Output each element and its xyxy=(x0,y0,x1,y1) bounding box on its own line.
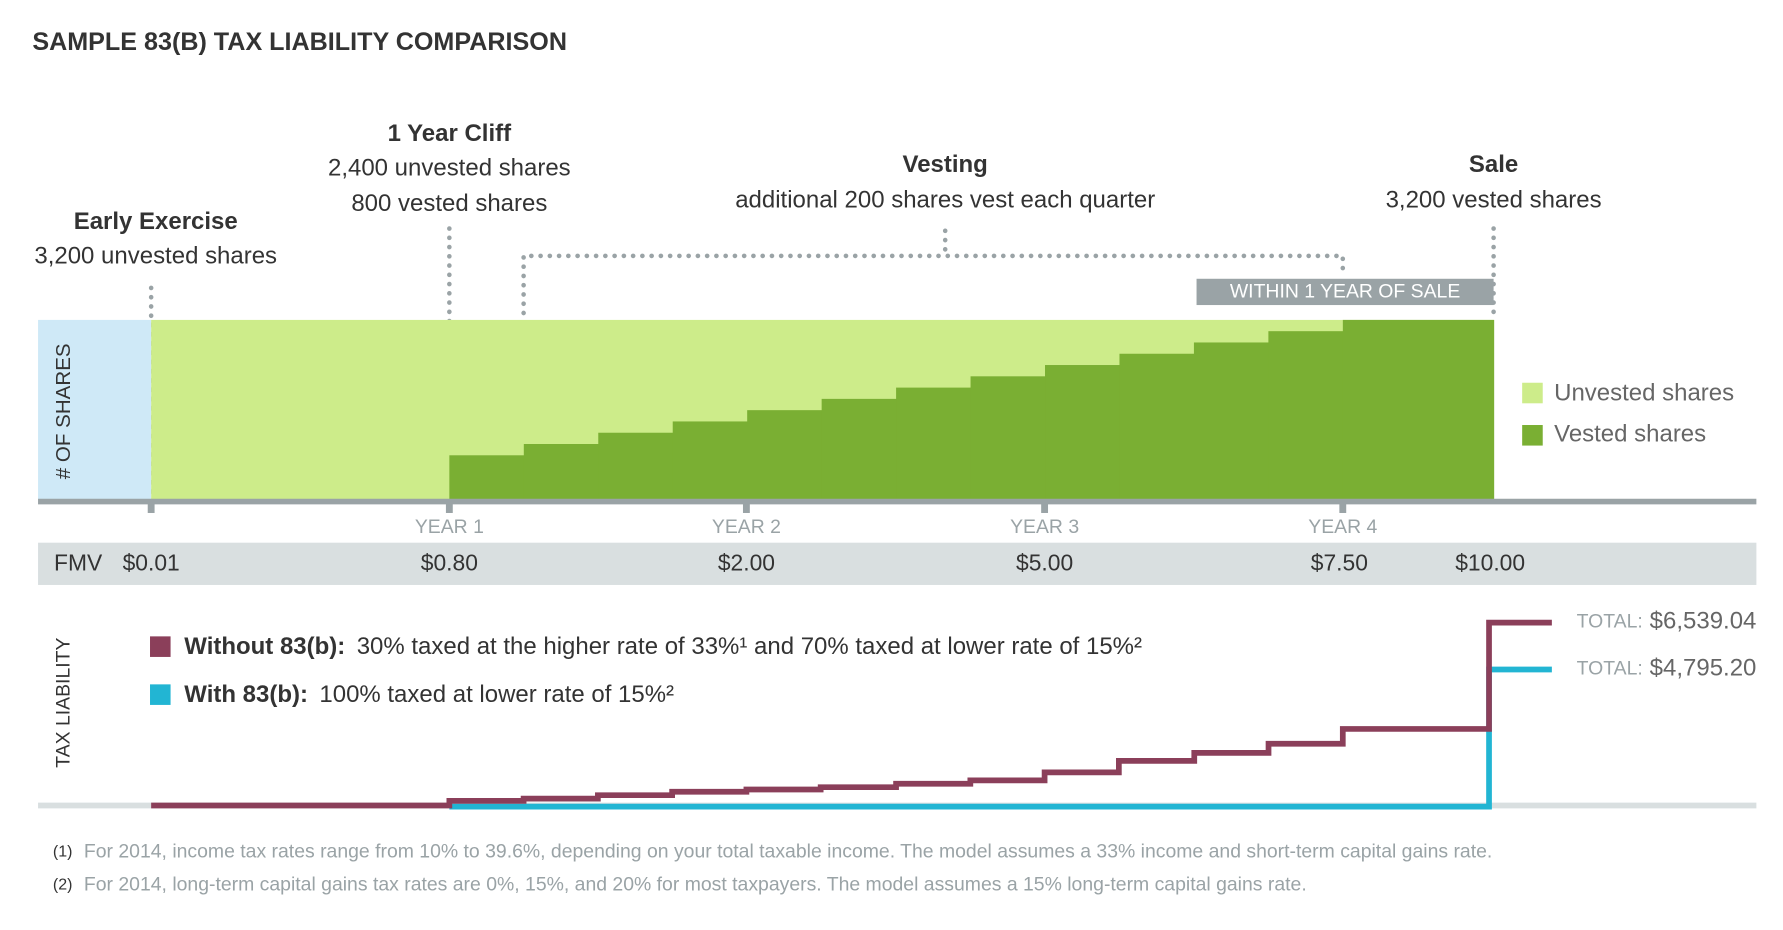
fmv-value: $5.00 xyxy=(1016,549,1073,575)
vested-step xyxy=(896,387,972,501)
fmv-band xyxy=(38,542,1757,585)
within-label: WITHIN 1 YEAR OF SALE xyxy=(1230,281,1460,303)
tax-axis-label: TAX LIABILITY xyxy=(52,638,74,768)
legend-swatch xyxy=(1522,382,1543,404)
year-label: YEAR 2 xyxy=(712,516,781,538)
tax-legend: With 83(b): 100% taxed at lower rate of 1… xyxy=(184,681,674,708)
vested-steps xyxy=(449,319,1495,501)
footnote-mark: (1) xyxy=(53,844,73,861)
milestone-text: 2,400 unvested shares xyxy=(328,154,571,181)
footnote: (1) For 2014, income tax rates range from… xyxy=(53,840,1492,862)
milestone-name: Sale xyxy=(1469,151,1518,178)
total-value: $6,539.04 xyxy=(1650,608,1757,635)
total: TOTAL: $6,539.04 xyxy=(1577,608,1757,635)
milestone-text: 3,200 unvested shares xyxy=(34,242,277,269)
year-label: YEAR 1 xyxy=(415,516,484,538)
fmv-value: $7.50 xyxy=(1311,549,1368,575)
tax-legend-name: Without 83(b): xyxy=(184,633,345,660)
vested-step xyxy=(672,421,748,501)
vested-step xyxy=(1193,342,1269,501)
vested-step xyxy=(1119,353,1195,501)
vested-step xyxy=(821,398,897,501)
vested-step xyxy=(523,444,599,501)
tax-legend-swatch xyxy=(150,684,171,705)
milestone-text: additional 200 shares vest each quarter xyxy=(735,186,1155,213)
tax-legend-text: 100% taxed at lower rate of 15%² xyxy=(319,681,674,708)
legend-swatch xyxy=(1522,425,1543,446)
tax-legend: Without 83(b): 30% taxed at the higher ra… xyxy=(184,633,1142,660)
footnote-text: For 2014, income tax rates range from 10… xyxy=(84,840,1492,862)
total-value: $4,795.20 xyxy=(1650,655,1757,682)
with-83b-line xyxy=(449,666,1552,810)
footnote-text: For 2014, long-term capital gains tax ra… xyxy=(84,874,1307,896)
tax-legend-name: With 83(b): xyxy=(184,681,308,708)
fmv-value: $2.00 xyxy=(718,549,775,575)
year-label: YEAR 4 xyxy=(1308,516,1377,538)
milestone-text: 3,200 vested shares xyxy=(1386,186,1602,213)
without-83b-line xyxy=(151,619,1552,809)
year-label: YEAR 3 xyxy=(1010,516,1079,538)
fmv-value: $0.01 xyxy=(123,549,180,575)
vested-step xyxy=(1342,319,1495,501)
vested-step xyxy=(449,455,525,501)
shares-axis-label: # OF SHARES xyxy=(52,343,75,479)
total: TOTAL: $4,795.20 xyxy=(1577,655,1757,682)
total-label: TOTAL: xyxy=(1577,611,1643,633)
tax-legend-swatch xyxy=(150,636,171,657)
vested-step xyxy=(747,410,823,501)
vested-step xyxy=(970,376,1046,501)
footnote-mark: (2) xyxy=(53,877,73,894)
tax-legend-text: 30% taxed at the higher rate of 33%¹ and… xyxy=(357,633,1142,660)
pre-exercise-area xyxy=(38,319,152,501)
vested-step xyxy=(598,432,674,501)
fmv-value: $0.80 xyxy=(421,549,478,575)
milestone-name: Early Exercise xyxy=(74,208,238,235)
legend-label: Unvested shares xyxy=(1554,380,1734,407)
title: SAMPLE 83(B) TAX LIABILITY COMPARISON xyxy=(32,28,567,56)
fmv-value: $10.00 xyxy=(1455,549,1525,575)
milestone-text: 800 vested shares xyxy=(351,190,547,217)
vested-step xyxy=(1045,365,1121,501)
milestone-name: 1 Year Cliff xyxy=(388,120,513,147)
total-label: TOTAL: xyxy=(1577,658,1643,680)
fmv-label: FMV xyxy=(54,549,103,575)
vested-step xyxy=(1268,331,1344,501)
milestone-name: Vesting xyxy=(903,151,988,178)
year-ticks xyxy=(147,502,1347,513)
footnote: (2) For 2014, long-term capital gains tax… xyxy=(53,874,1307,896)
legend-label: Vested shares xyxy=(1554,421,1706,448)
within-box xyxy=(1196,278,1494,306)
